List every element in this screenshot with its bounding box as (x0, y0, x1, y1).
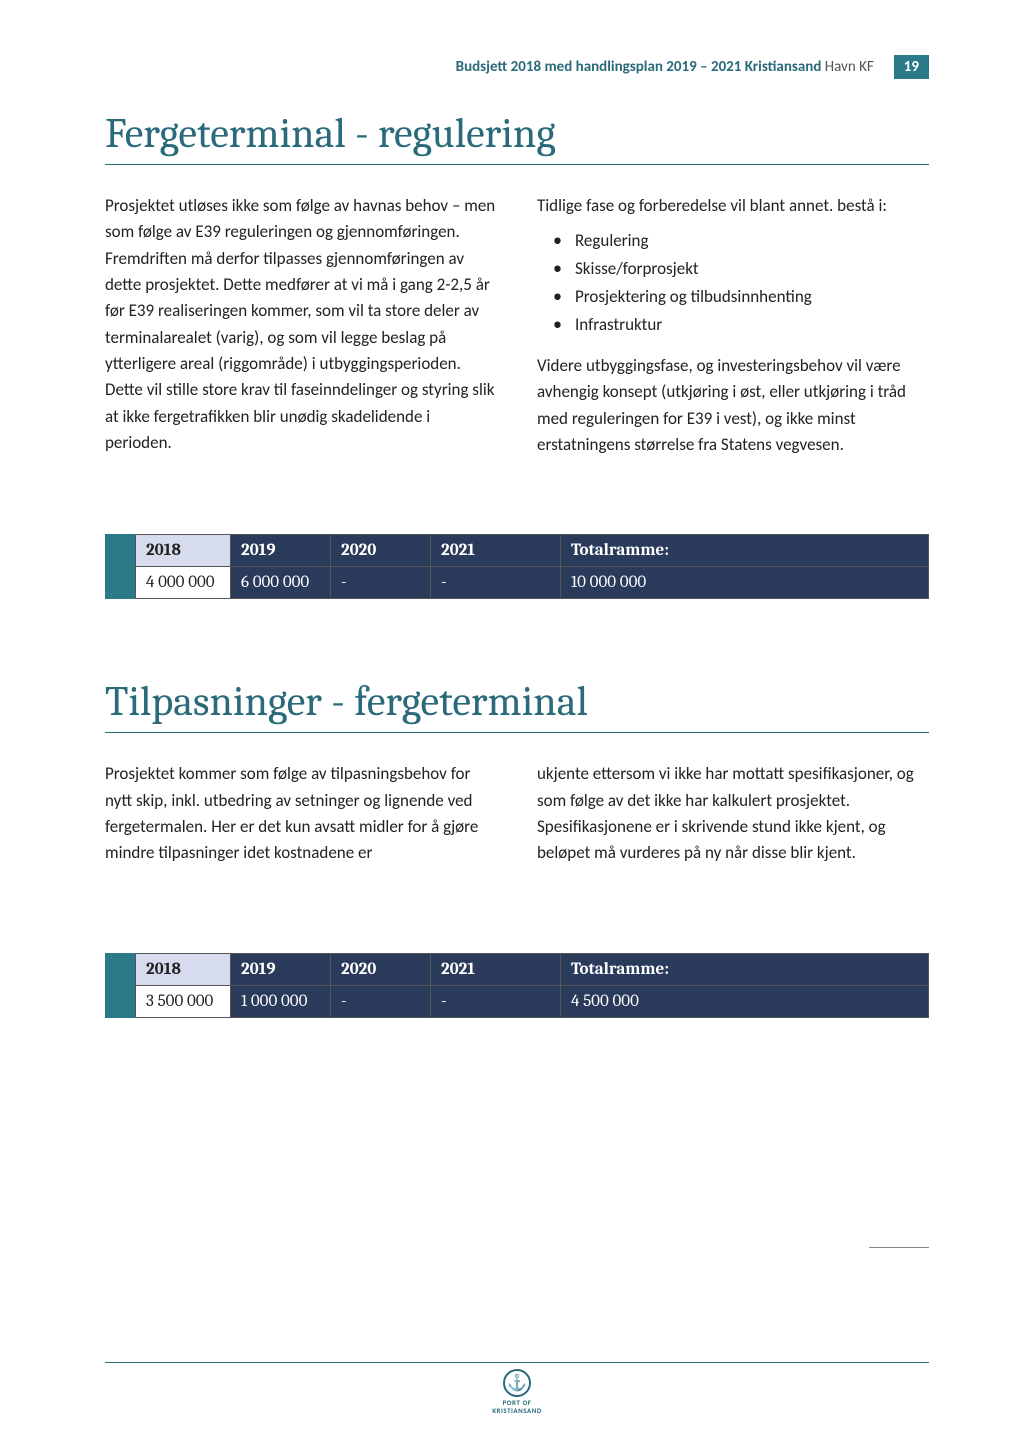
budget-table-2: 2018 2019 2020 2021 Totalramme: 3 500 00… (135, 953, 929, 1018)
page-footer: ⚓ PORT OF KRISTIANSAND (105, 1362, 929, 1418)
header-title: Budsjett 2018 med handlingsplan 2019 – 2… (456, 58, 874, 76)
section2-left-para: Prosjektet kommer som følge av tilpasnin… (105, 761, 497, 866)
td-total: 4 500 000 (561, 985, 929, 1017)
footer-logo: ⚓ PORT OF KRISTIANSAND (492, 1369, 542, 1414)
section2-table: 2018 2019 2020 2021 Totalramme: 3 500 00… (105, 953, 929, 1018)
table-data-row: 3 500 000 1 000 000 - - 4 500 000 (136, 985, 929, 1017)
td-2021: - (431, 985, 561, 1017)
header-title-rest: Havn KF (821, 58, 873, 76)
td-2021: - (431, 567, 561, 599)
bullet-item: Regulering (575, 227, 929, 255)
td-2019: 6 000 000 (231, 567, 331, 599)
table-header-row: 2018 2019 2020 2021 Totalramme: (136, 535, 929, 567)
bullet-item: Prosjektering og tilbudsinnhenting (575, 283, 929, 311)
table-accent-bar (105, 534, 135, 599)
th-2019: 2019 (231, 535, 331, 567)
section1-right-para2: Videre utbyggingsfase, og investeringsbe… (537, 353, 929, 458)
header-title-bold: Budsjett 2018 med handlingsplan 2019 – 2… (456, 58, 822, 76)
footer-rule (105, 1362, 929, 1363)
section1-title: Fergeterminal - regulering (105, 109, 929, 165)
th-2020: 2020 (331, 535, 431, 567)
bullet-item: Infrastruktur (575, 311, 929, 339)
section2-title: Tilpasninger - fergeterminal (105, 677, 929, 733)
table-accent-bar (105, 953, 135, 1018)
td-2019: 1 000 000 (231, 985, 331, 1017)
section2-columns: Prosjektet kommer som følge av tilpasnin… (105, 761, 929, 872)
th-2021: 2021 (431, 953, 561, 985)
section1-left-col: Prosjektet utløses ikke som følge av hav… (105, 193, 497, 464)
bullet-item: Skisse/forprosjekt (575, 255, 929, 283)
th-total: Totalramme: (561, 535, 929, 567)
td-2018: 4 000 000 (136, 567, 231, 599)
budget-table-1: 2018 2019 2020 2021 Totalramme: 4 000 00… (135, 534, 929, 599)
td-2020: - (331, 567, 431, 599)
td-total: 10 000 000 (561, 567, 929, 599)
th-total: Totalramme: (561, 953, 929, 985)
td-2020: - (331, 985, 431, 1017)
table-data-row: 4 000 000 6 000 000 - - 10 000 000 (136, 567, 929, 599)
logo-text-2: KRISTIANSAND (492, 1407, 542, 1415)
section2-left-col: Prosjektet kommer som følge av tilpasnin… (105, 761, 497, 872)
page-number-badge: 19 (894, 55, 929, 79)
td-2018: 3 500 000 (136, 985, 231, 1017)
section2-right-para: ukjente ettersom vi ikke har mottatt spe… (537, 761, 929, 866)
small-divider (869, 1247, 929, 1248)
th-2020: 2020 (331, 953, 431, 985)
page-header: Budsjett 2018 med handlingsplan 2019 – 2… (105, 55, 929, 79)
th-2018: 2018 (136, 535, 231, 567)
section1-table: 2018 2019 2020 2021 Totalramme: 4 000 00… (105, 534, 929, 599)
th-2018: 2018 (136, 953, 231, 985)
section1-right-col: Tidlige fase og forberedelse vil blant a… (537, 193, 929, 464)
section2-right-col: ukjente ettersom vi ikke har mottatt spe… (537, 761, 929, 872)
table-header-row: 2018 2019 2020 2021 Totalramme: (136, 953, 929, 985)
th-2021: 2021 (431, 535, 561, 567)
anchor-icon: ⚓ (503, 1369, 531, 1397)
section1-right-intro: Tidlige fase og forberedelse vil blant a… (537, 193, 929, 219)
section1-columns: Prosjektet utløses ikke som følge av hav… (105, 193, 929, 464)
th-2019: 2019 (231, 953, 331, 985)
section1-left-para: Prosjektet utløses ikke som følge av hav… (105, 193, 497, 456)
section1-bullets: Regulering Skisse/forprosjekt Prosjekter… (537, 227, 929, 339)
